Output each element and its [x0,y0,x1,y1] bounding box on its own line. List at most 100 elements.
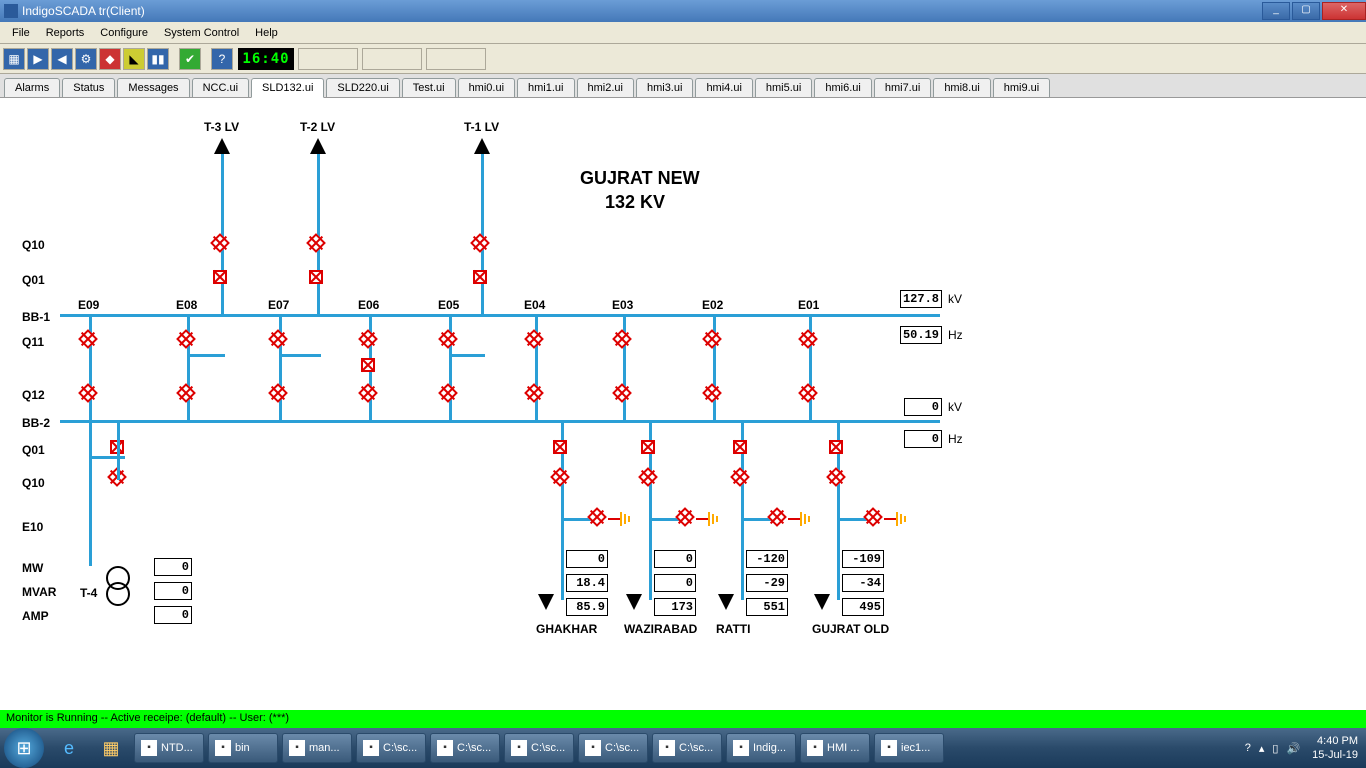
tool-btn-2[interactable]: ▶ [27,48,49,70]
task-item[interactable]: ▪C:\sc... [356,733,426,763]
tab-hmi9-ui[interactable]: hmi9.ui [993,78,1050,97]
tab-messages[interactable]: Messages [117,78,189,97]
tray-volume-icon[interactable]: 🔊 [1286,742,1300,755]
isolator-ground-3[interactable] [863,507,883,527]
tab-hmi0-ui[interactable]: hmi0.ui [458,78,515,97]
row-q01-top: Q01 [22,273,45,287]
isolator[interactable] [210,233,230,253]
isolator-out-1[interactable] [638,467,658,487]
tab-hmi2-ui[interactable]: hmi2.ui [577,78,634,97]
menu-file[interactable]: File [4,25,38,41]
wire-dogleg-v [449,354,452,374]
toolbar: ▦ ▶ ◀ ⚙ ◆ ◣ ▮▮ ✔ ? 16:40 [0,44,1366,74]
tool-btn-1[interactable]: ▦ [3,48,25,70]
task-item[interactable]: ▪HMI ... [800,733,870,763]
task-icon: ▪ [289,740,305,756]
close-button[interactable]: ✕ [1322,2,1366,20]
isolator-q11-3[interactable] [358,329,378,349]
task-item[interactable]: ▪bin [208,733,278,763]
minimize-button[interactable]: _ [1262,2,1290,20]
tab-hmi6-ui[interactable]: hmi6.ui [814,78,871,97]
tool-btn-5[interactable]: ◆ [99,48,121,70]
bay-label-E02: E02 [702,298,723,312]
bus1-hz-unit: Hz [948,328,963,342]
isolator-q11-1[interactable] [176,329,196,349]
breaker-out-0[interactable] [553,440,567,454]
breaker[interactable] [473,270,487,284]
task-item[interactable]: ▪Indig... [726,733,796,763]
isolator-q12-0[interactable] [78,383,98,403]
tool-btn-ok[interactable]: ✔ [179,48,201,70]
isolator[interactable] [470,233,490,253]
task-item[interactable]: ▪C:\sc... [430,733,500,763]
tool-btn-3[interactable]: ◀ [51,48,73,70]
isolator-q11-0[interactable] [78,329,98,349]
toolbar-clock: 16:40 [238,48,294,70]
breaker-e06[interactable] [361,358,375,372]
menu-system-control[interactable]: System Control [156,25,247,41]
task-item[interactable]: ▪C:\sc... [578,733,648,763]
tab-ncc-ui[interactable]: NCC.ui [192,78,249,97]
isolator[interactable] [306,233,326,253]
isolator-q12-2[interactable] [268,383,288,403]
task-item[interactable]: ▪man... [282,733,352,763]
tab-hmi1-ui[interactable]: hmi1.ui [517,78,574,97]
tray-clock[interactable]: 4:40 PM 15-Jul-19 [1312,734,1358,762]
tab-hmi7-ui[interactable]: hmi7.ui [874,78,931,97]
tab-hmi4-ui[interactable]: hmi4.ui [695,78,752,97]
menu-help[interactable]: Help [247,25,286,41]
isolator-out-0[interactable] [550,467,570,487]
isolator-q11-4[interactable] [438,329,458,349]
isolator-q11-6[interactable] [612,329,632,349]
isolator-ground-2[interactable] [767,507,787,527]
tab-sld220-ui[interactable]: SLD220.ui [326,78,399,97]
isolator-q12-1[interactable] [176,383,196,403]
tab-alarms[interactable]: Alarms [4,78,60,97]
isolator-q11-5[interactable] [524,329,544,349]
breaker-out-1[interactable] [641,440,655,454]
isolator-q12-7[interactable] [702,383,722,403]
taskbar-explorer-icon[interactable]: ▦ [90,730,132,766]
tab-hmi3-ui[interactable]: hmi3.ui [636,78,693,97]
tool-btn-4[interactable]: ⚙ [75,48,97,70]
taskbar-ie-icon[interactable]: e [48,730,90,766]
tab-hmi5-ui[interactable]: hmi5.ui [755,78,812,97]
tray-help-icon[interactable]: ? [1245,742,1251,754]
menu-configure[interactable]: Configure [92,25,156,41]
menu-reports[interactable]: Reports [38,25,93,41]
breaker[interactable] [213,270,227,284]
tray-network-icon[interactable]: ▯ [1272,742,1278,755]
tab-test-ui[interactable]: Test.ui [402,78,456,97]
top-feeder-label-1: T-2 LV [300,120,335,134]
isolator-q11-2[interactable] [268,329,288,349]
tab-sld132-ui[interactable]: SLD132.ui [251,78,324,98]
task-item[interactable]: ▪C:\sc... [504,733,574,763]
isolator-ground-1[interactable] [675,507,695,527]
task-item[interactable]: ▪iec1... [874,733,944,763]
isolator-ground-0[interactable] [587,507,607,527]
tool-btn-7[interactable]: ▮▮ [147,48,169,70]
maximize-button[interactable]: ▢ [1292,2,1320,20]
breaker[interactable] [309,270,323,284]
arrow-up-icon [474,138,490,154]
isolator-q11-7[interactable] [702,329,722,349]
isolator-q12-8[interactable] [798,383,818,403]
isolator-q12-4[interactable] [438,383,458,403]
breaker-out-3[interactable] [829,440,843,454]
tool-btn-help[interactable]: ? [211,48,233,70]
tray-up-icon[interactable]: ▴ [1259,742,1265,755]
isolator-q11-8[interactable] [798,329,818,349]
tab-hmi8-ui[interactable]: hmi8.ui [933,78,990,97]
isolator-q12-3[interactable] [358,383,378,403]
isolator-q12-5[interactable] [524,383,544,403]
isolator-out-2[interactable] [730,467,750,487]
start-button[interactable]: ⊞ [4,728,44,768]
isolator-q12-6[interactable] [612,383,632,403]
breaker-out-2[interactable] [733,440,747,454]
isolator-out-3[interactable] [826,467,846,487]
row-mvar: MVAR [22,585,56,599]
task-item[interactable]: ▪C:\sc... [652,733,722,763]
task-item[interactable]: ▪NTD... [134,733,204,763]
tool-btn-6[interactable]: ◣ [123,48,145,70]
tab-status[interactable]: Status [62,78,115,97]
